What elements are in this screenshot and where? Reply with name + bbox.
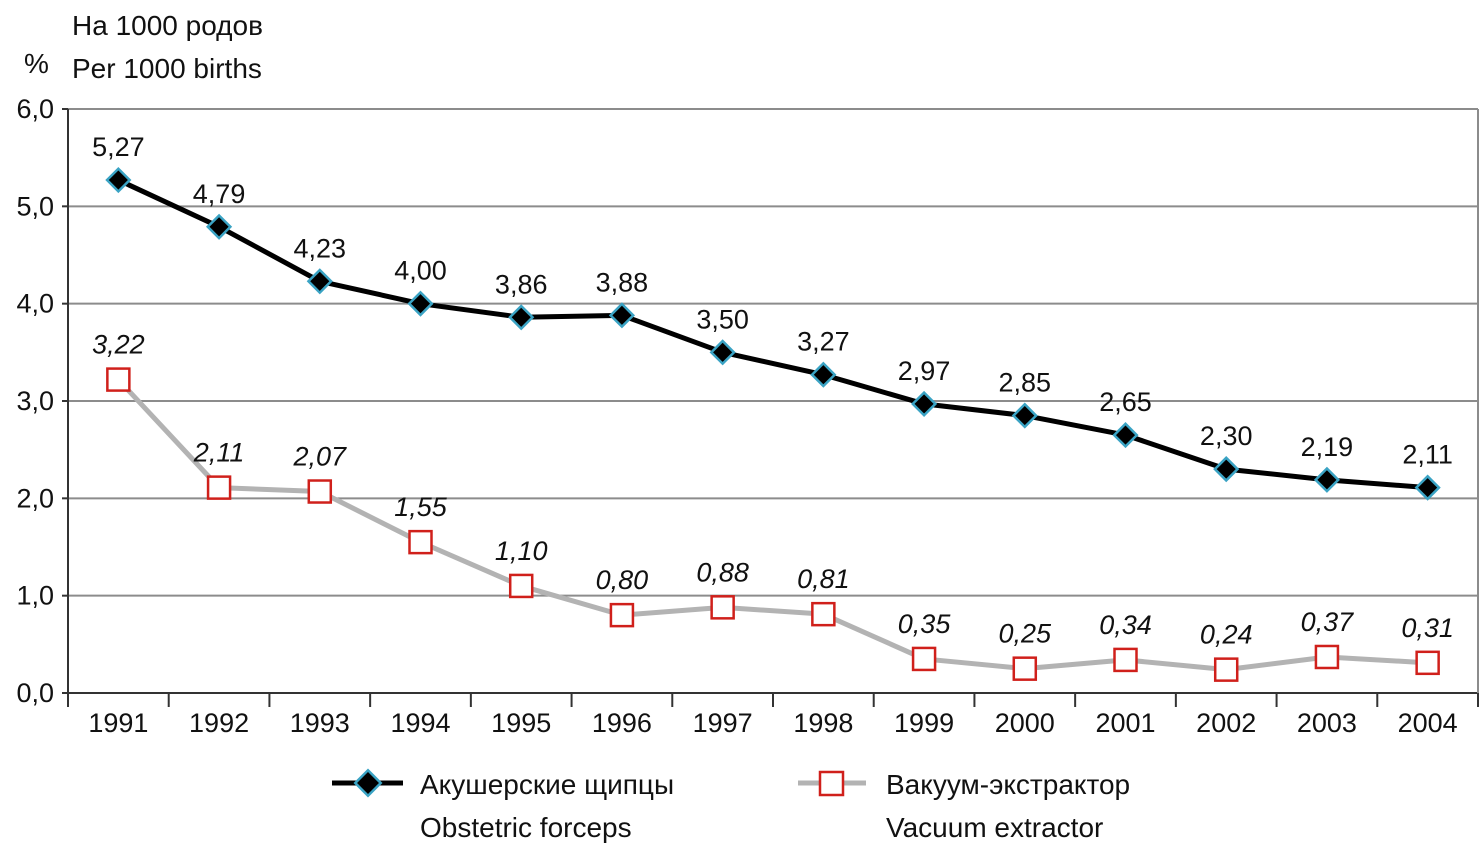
marker-forceps [205, 213, 233, 240]
x-tick-label: 1992 [189, 708, 249, 738]
series-line-vacuum [116, 377, 1428, 673]
y-tick-label: 2,0 [16, 483, 54, 513]
x-axis-ticks: 1991 1992 1993 1994 1995 1996 1997 1998 1999 2000… [67, 693, 1479, 738]
x-tick-label: 1991 [88, 708, 148, 738]
x-tick-label: 2000 [995, 708, 1055, 738]
x-tick-label: 2003 [1297, 708, 1357, 738]
marker-vacuum [1314, 644, 1340, 670]
marker-vacuum [408, 529, 433, 555]
data-label-forceps: 2,11 [1402, 440, 1453, 470]
legend-marker-square [818, 770, 845, 797]
data-label-forceps: 3,50 [696, 304, 749, 334]
marker-vacuum [106, 367, 131, 392]
x-tick-label: 2002 [1196, 708, 1256, 738]
y-axis-title-ru: На 1000 родов [72, 10, 263, 41]
marker-forceps [407, 290, 434, 317]
data-label-vacuum: 0,88 [696, 557, 749, 587]
data-label-forceps: 3,86 [495, 269, 548, 299]
x-tick-label: 1995 [491, 708, 551, 738]
data-label-vacuum: 0,34 [1099, 610, 1152, 640]
marker-forceps [306, 268, 333, 295]
legend-item-forceps: Акушерские щипцы Obstetric forceps [332, 768, 674, 843]
data-label-forceps: 2,97 [898, 356, 951, 386]
y-tick-label: 0,0 [16, 678, 54, 708]
data-label-vacuum: 0,24 [1200, 620, 1253, 650]
legend-item-vacuum: Вакуум-экстрактор Vacuum extractor [798, 769, 1130, 843]
data-label-forceps: 4,00 [394, 256, 447, 286]
data-label-forceps: 3,27 [797, 327, 850, 357]
legend-label-vacuum-ru: Вакуум-экстрактор [886, 769, 1130, 800]
data-label-vacuum: 0,37 [1301, 607, 1355, 637]
marker-forceps [508, 304, 535, 331]
marker-vacuum [1113, 647, 1138, 673]
marker-vacuum [1012, 656, 1038, 681]
marker-forceps [910, 390, 938, 418]
x-tick-label: 1999 [894, 708, 954, 738]
x-tick-label: 2001 [1095, 708, 1155, 738]
marker-forceps [105, 166, 132, 194]
x-tick-label: 1993 [290, 708, 350, 738]
y-tick-label: 4,0 [16, 289, 54, 319]
marker-vacuum [1213, 657, 1239, 682]
marker-vacuum [508, 573, 534, 599]
data-label-forceps: 3,88 [596, 267, 649, 297]
marker-vacuum [911, 646, 937, 672]
marker-forceps [1414, 474, 1441, 501]
data-label-vacuum: 2,11 [193, 438, 245, 468]
data-label-forceps: 2,85 [999, 368, 1052, 398]
marker-vacuum [206, 475, 232, 500]
data-label-vacuum: 2,07 [293, 442, 348, 472]
legend-label-forceps-ru: Акушерские щипцы [420, 769, 674, 800]
data-label-vacuum: 1,10 [495, 536, 548, 566]
legend-label-forceps-en: Obstetric forceps [420, 812, 632, 843]
data-label-forceps: 2,19 [1301, 432, 1354, 462]
y-axis-title-en: Per 1000 births [72, 53, 262, 84]
x-tick-label: 1994 [390, 708, 450, 738]
data-labels: 3,22 2,11 2,07 1,55 1,10 0,80 0,88 0,81 0,35 0,25… [92, 132, 1454, 650]
marker-forceps [1213, 456, 1240, 483]
y-axis-ticks: 0,0 1,0 2,0 3,0 4,0 5,0 6,0 [16, 94, 68, 708]
marker-forceps [810, 361, 837, 388]
y-tick-label: 6,0 [16, 94, 54, 124]
data-label-vacuum: 0,35 [898, 609, 952, 639]
y-tick-label: 1,0 [16, 581, 54, 611]
gridlines [68, 108, 1478, 597]
legend-marker-diamond [353, 768, 383, 798]
data-label-vacuum: 1,55 [394, 492, 448, 522]
x-tick-label: 1996 [592, 708, 652, 738]
data-label-vacuum: 0,25 [999, 619, 1053, 649]
y-unit-label: % [24, 48, 49, 79]
data-label-forceps: 4,79 [193, 179, 246, 209]
marker-forceps [608, 302, 636, 329]
x-tick-label: 2004 [1398, 708, 1458, 738]
marker-forceps [1011, 402, 1038, 429]
legend: Акушерские щипцы Obstetric forceps Вакуу… [332, 768, 1130, 843]
marker-vacuum [307, 479, 333, 504]
marker-forceps [1112, 421, 1139, 449]
data-label-forceps: 2,65 [1099, 387, 1152, 417]
data-label-vacuum: 0,81 [797, 564, 850, 594]
data-label-vacuum: 3,22 [92, 330, 145, 360]
series-line-forceps [117, 177, 1428, 491]
marker-forceps [709, 339, 736, 366]
marker-vacuum [710, 595, 735, 620]
marker-forceps [1313, 466, 1341, 493]
data-label-forceps: 2,30 [1200, 421, 1253, 451]
marker-vacuum [811, 601, 836, 627]
x-tick-label: 1998 [793, 708, 853, 738]
x-tick-label: 1997 [693, 708, 753, 738]
marker-vacuum [1415, 650, 1440, 676]
data-label-forceps: 4,23 [294, 233, 347, 263]
data-label-forceps: 5,27 [92, 132, 145, 162]
y-tick-label: 5,0 [16, 191, 54, 221]
marker-vacuum [609, 602, 635, 628]
legend-label-vacuum-en: Vacuum extractor [886, 812, 1103, 843]
data-label-vacuum: 0,80 [596, 565, 649, 595]
data-label-vacuum: 0,31 [1401, 613, 1454, 643]
y-tick-label: 3,0 [16, 386, 54, 416]
series-lines [105, 166, 1441, 682]
